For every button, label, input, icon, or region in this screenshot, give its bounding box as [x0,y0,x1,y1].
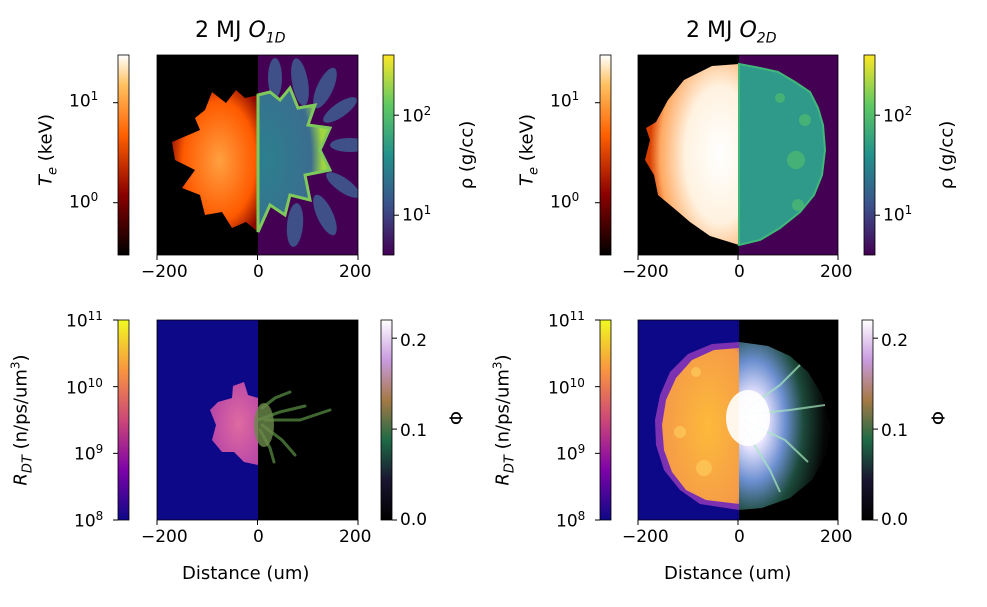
panel-d-phi-colorbar [861,319,874,521]
panel-d-phi-tick-0.2: 0.2 [881,331,909,351]
panel-b-x-tick-0: 0 [734,262,745,282]
panel-c-x-tick-neg200: −200 [141,527,188,547]
panel-c-rdt-tick-8: 108 [74,509,104,532]
panel-d-phi-core [726,390,770,446]
panel-d-phi-label: Φ [928,410,950,426]
panel-a-rho-tick-2: 102 [402,104,432,127]
panel-a [117,54,395,256]
panel-d-x-tick-neg200: −200 [622,527,669,547]
panel-c-rdt-colorbar [117,319,130,521]
panel-d-phi-tick-0.1: 0.1 [881,421,909,441]
panel-b-rho-shell [738,62,827,247]
panel-d-rdt-colorbar [599,319,612,521]
panel-d-rdt-label: RDT (n/ps/um3) [490,354,518,486]
panel-d-rdt-hotspot [662,348,739,504]
panel-d-x-tick-200: 200 [820,527,853,547]
panel-a-x-tick-0: 0 [253,262,264,282]
panel-d-rdt-tick-9: 109 [556,442,586,465]
panel-a-title: 2 MJ O1D [195,18,286,47]
panel-c-rdt-tick-11: 1011 [66,309,103,332]
panel-b-x-tick-200: 200 [820,262,853,282]
panel-d-x-tick-0: 0 [734,527,745,547]
panel-a-rho-label: ρ (g/cc) [456,120,478,190]
panel-d-rdt-tick-10: 1010 [548,376,585,399]
panel-c-phi-core [254,403,274,447]
panel-a-te-hotspot [172,90,258,232]
tick-marks [113,102,880,525]
panel-c-phi-colorbar [380,319,393,521]
panel-c-phi-tick-0.0: 0.0 [400,510,428,530]
panel-b-te-label: Te (keV) [516,114,542,186]
panel-b-te-hotspot [645,64,739,245]
panel-c-rdt-tick-10: 1010 [66,376,103,399]
panel-a-x-tick-neg200: −200 [141,262,188,282]
panel-c-phi-tick-0.1: 0.1 [400,421,428,441]
panel-c-x-label: Distance (um) [182,563,310,584]
panel-d-rdt-blotches [674,367,712,476]
panel-d-phi-tick-0.0: 0.0 [881,510,909,530]
panel-c-phi-tick-0.2: 0.2 [400,331,428,351]
panel-a-rho-colorbar [382,54,395,256]
panel-a-te-colorbar [117,54,130,256]
panel-c-phi-label: Φ [446,410,468,426]
panel-b-rho-tick-1: 101 [883,203,913,226]
panel-b-te-colorbar [599,54,612,256]
panel-d-x-label: Distance (um) [664,563,792,584]
panel-d-rdt-tick-11: 1011 [548,309,585,332]
panel-a-te-label: Te (keV) [35,114,61,186]
panel-a-te-tick-0: 100 [69,190,99,213]
panel-b-rho-blotches [775,93,811,211]
panel-a-rho-petals [268,58,358,247]
panel-c-rdt-label: RDT (n/ps/um3) [8,354,36,486]
panel-a-te-tick-1: 101 [69,89,99,112]
panel-b-rho-label: ρ (g/cc) [936,120,958,190]
panel-b-title: 2 MJ O2D [686,18,777,47]
panel-a-rho-tick-1: 101 [402,203,432,226]
panel-a-rho-shell [256,85,333,233]
panel-b-rho-colorbar [863,54,876,256]
panel-c-x-tick-200: 200 [339,527,372,547]
panel-c-rdt-tick-9: 109 [74,442,104,465]
panel-b-x-tick-neg200: −200 [622,262,669,282]
panel-b-rho-tick-2: 102 [883,104,913,127]
panel-c [117,319,393,521]
panel-c-x-tick-0: 0 [253,527,264,547]
panel-b [599,54,876,256]
panel-c-rdt-hotspot [210,382,258,465]
panel-d-phi-shell [739,342,830,510]
panel-d [599,319,874,521]
panel-b-te-tick-0: 100 [550,190,580,213]
panel-d-rdt-tick-8: 108 [556,509,586,532]
panel-b-te-tick-1: 101 [550,89,580,112]
panel-a-x-tick-200: 200 [339,262,372,282]
